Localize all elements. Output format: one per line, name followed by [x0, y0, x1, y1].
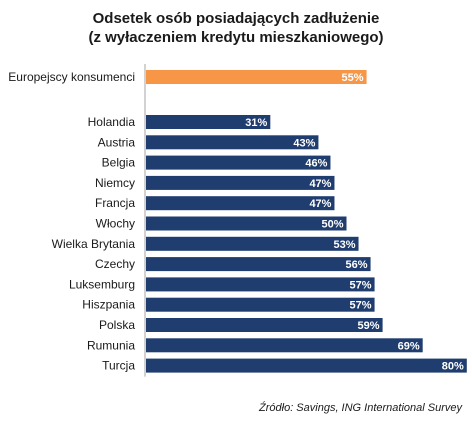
bar [146, 297, 375, 312]
value-label: 46% [305, 158, 327, 170]
chart-title-line1: Odsetek osób posiadających zadłużenie [92, 10, 380, 27]
category-label: Austria [98, 135, 136, 149]
bar [146, 236, 359, 251]
bar [146, 318, 383, 332]
bars-layer: Europejscy konsumenci 55% Holandia 31% Austr… [8, 70, 467, 373]
category-label: Polska [99, 318, 135, 332]
category-label: Włochy [96, 217, 135, 231]
category-label: Turcja [102, 359, 135, 373]
source-note: Źródło: Savings, ING International Surve… [259, 402, 462, 414]
category-label: Czechy [95, 257, 135, 271]
value-label: 80% [442, 361, 464, 373]
category-label: Rumunia [87, 338, 135, 352]
bar [146, 358, 467, 373]
category-label: Francja [95, 196, 135, 210]
bar [146, 257, 371, 272]
value-label: 57% [350, 279, 372, 291]
bar [146, 338, 423, 353]
bar [146, 196, 335, 211]
bar [146, 115, 271, 129]
bar [146, 135, 319, 150]
bar [146, 216, 347, 231]
value-label: 47% [309, 178, 331, 190]
value-label: 59% [358, 320, 380, 332]
value-label: 31% [245, 117, 267, 129]
category-label: Wielka Brytania [52, 237, 136, 251]
category-label: Holandia [88, 115, 136, 129]
bar [146, 277, 375, 292]
chart-title-line2: (z wyłaczeniem kredytu mieszkaniowego) [88, 29, 384, 46]
bar [146, 155, 331, 170]
value-label: 55% [342, 72, 364, 84]
value-label: 57% [350, 300, 372, 312]
bar [146, 175, 335, 190]
value-label: 47% [309, 198, 331, 210]
value-label: 43% [293, 137, 315, 149]
value-label: 56% [346, 259, 368, 271]
value-label: 53% [333, 239, 355, 251]
value-label: 50% [321, 219, 343, 231]
category-label: Luksemburg [69, 277, 135, 291]
category-label: Hiszpania [82, 298, 135, 312]
bar-chart: Europejscy konsumenci 55% Holandia 31% Austr… [8, 64, 467, 377]
category-label: Niemcy [95, 176, 135, 190]
value-label: 69% [398, 340, 420, 352]
category-label: Europejscy konsumenci [8, 70, 135, 84]
bar-highlight [146, 70, 367, 84]
category-label: Belgia [102, 156, 136, 170]
